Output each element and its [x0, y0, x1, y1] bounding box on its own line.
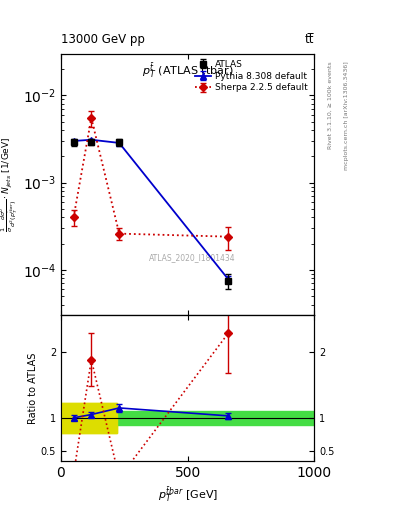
Y-axis label: $\frac{1}{\sigma}\frac{d\sigma^{u}}{d^2(p^{\bar{t}bar}_T)}\cdot N_{jets}$ [1/GeV: $\frac{1}{\sigma}\frac{d\sigma^{u}}{d^2(…	[0, 137, 20, 232]
Text: ATLAS_2020_I1801434: ATLAS_2020_I1801434	[149, 253, 236, 262]
Text: $p_T^{\bar{t}}$ (ATLAS ttbar): $p_T^{\bar{t}}$ (ATLAS ttbar)	[142, 61, 233, 80]
Text: mcplots.cern.ch [arXiv:1306.3436]: mcplots.cern.ch [arXiv:1306.3436]	[344, 61, 349, 170]
Text: tt̅: tt̅	[305, 33, 314, 46]
Bar	[61, 402, 117, 433]
Legend: ATLAS, Pythia 8.308 default, Sherpa 2.2.5 default: ATLAS, Pythia 8.308 default, Sherpa 2.2.…	[193, 58, 310, 94]
Y-axis label: Ratio to ATLAS: Ratio to ATLAS	[28, 352, 38, 424]
Text: Rivet 3.1.10, ≥ 100k events: Rivet 3.1.10, ≥ 100k events	[328, 61, 333, 149]
Bar	[61, 402, 117, 433]
Text: 13000 GeV pp: 13000 GeV pp	[61, 33, 145, 46]
X-axis label: $p^{\bar{t}bar}_T$ [GeV]: $p^{\bar{t}bar}_T$ [GeV]	[158, 485, 218, 504]
Bar	[61, 411, 314, 425]
